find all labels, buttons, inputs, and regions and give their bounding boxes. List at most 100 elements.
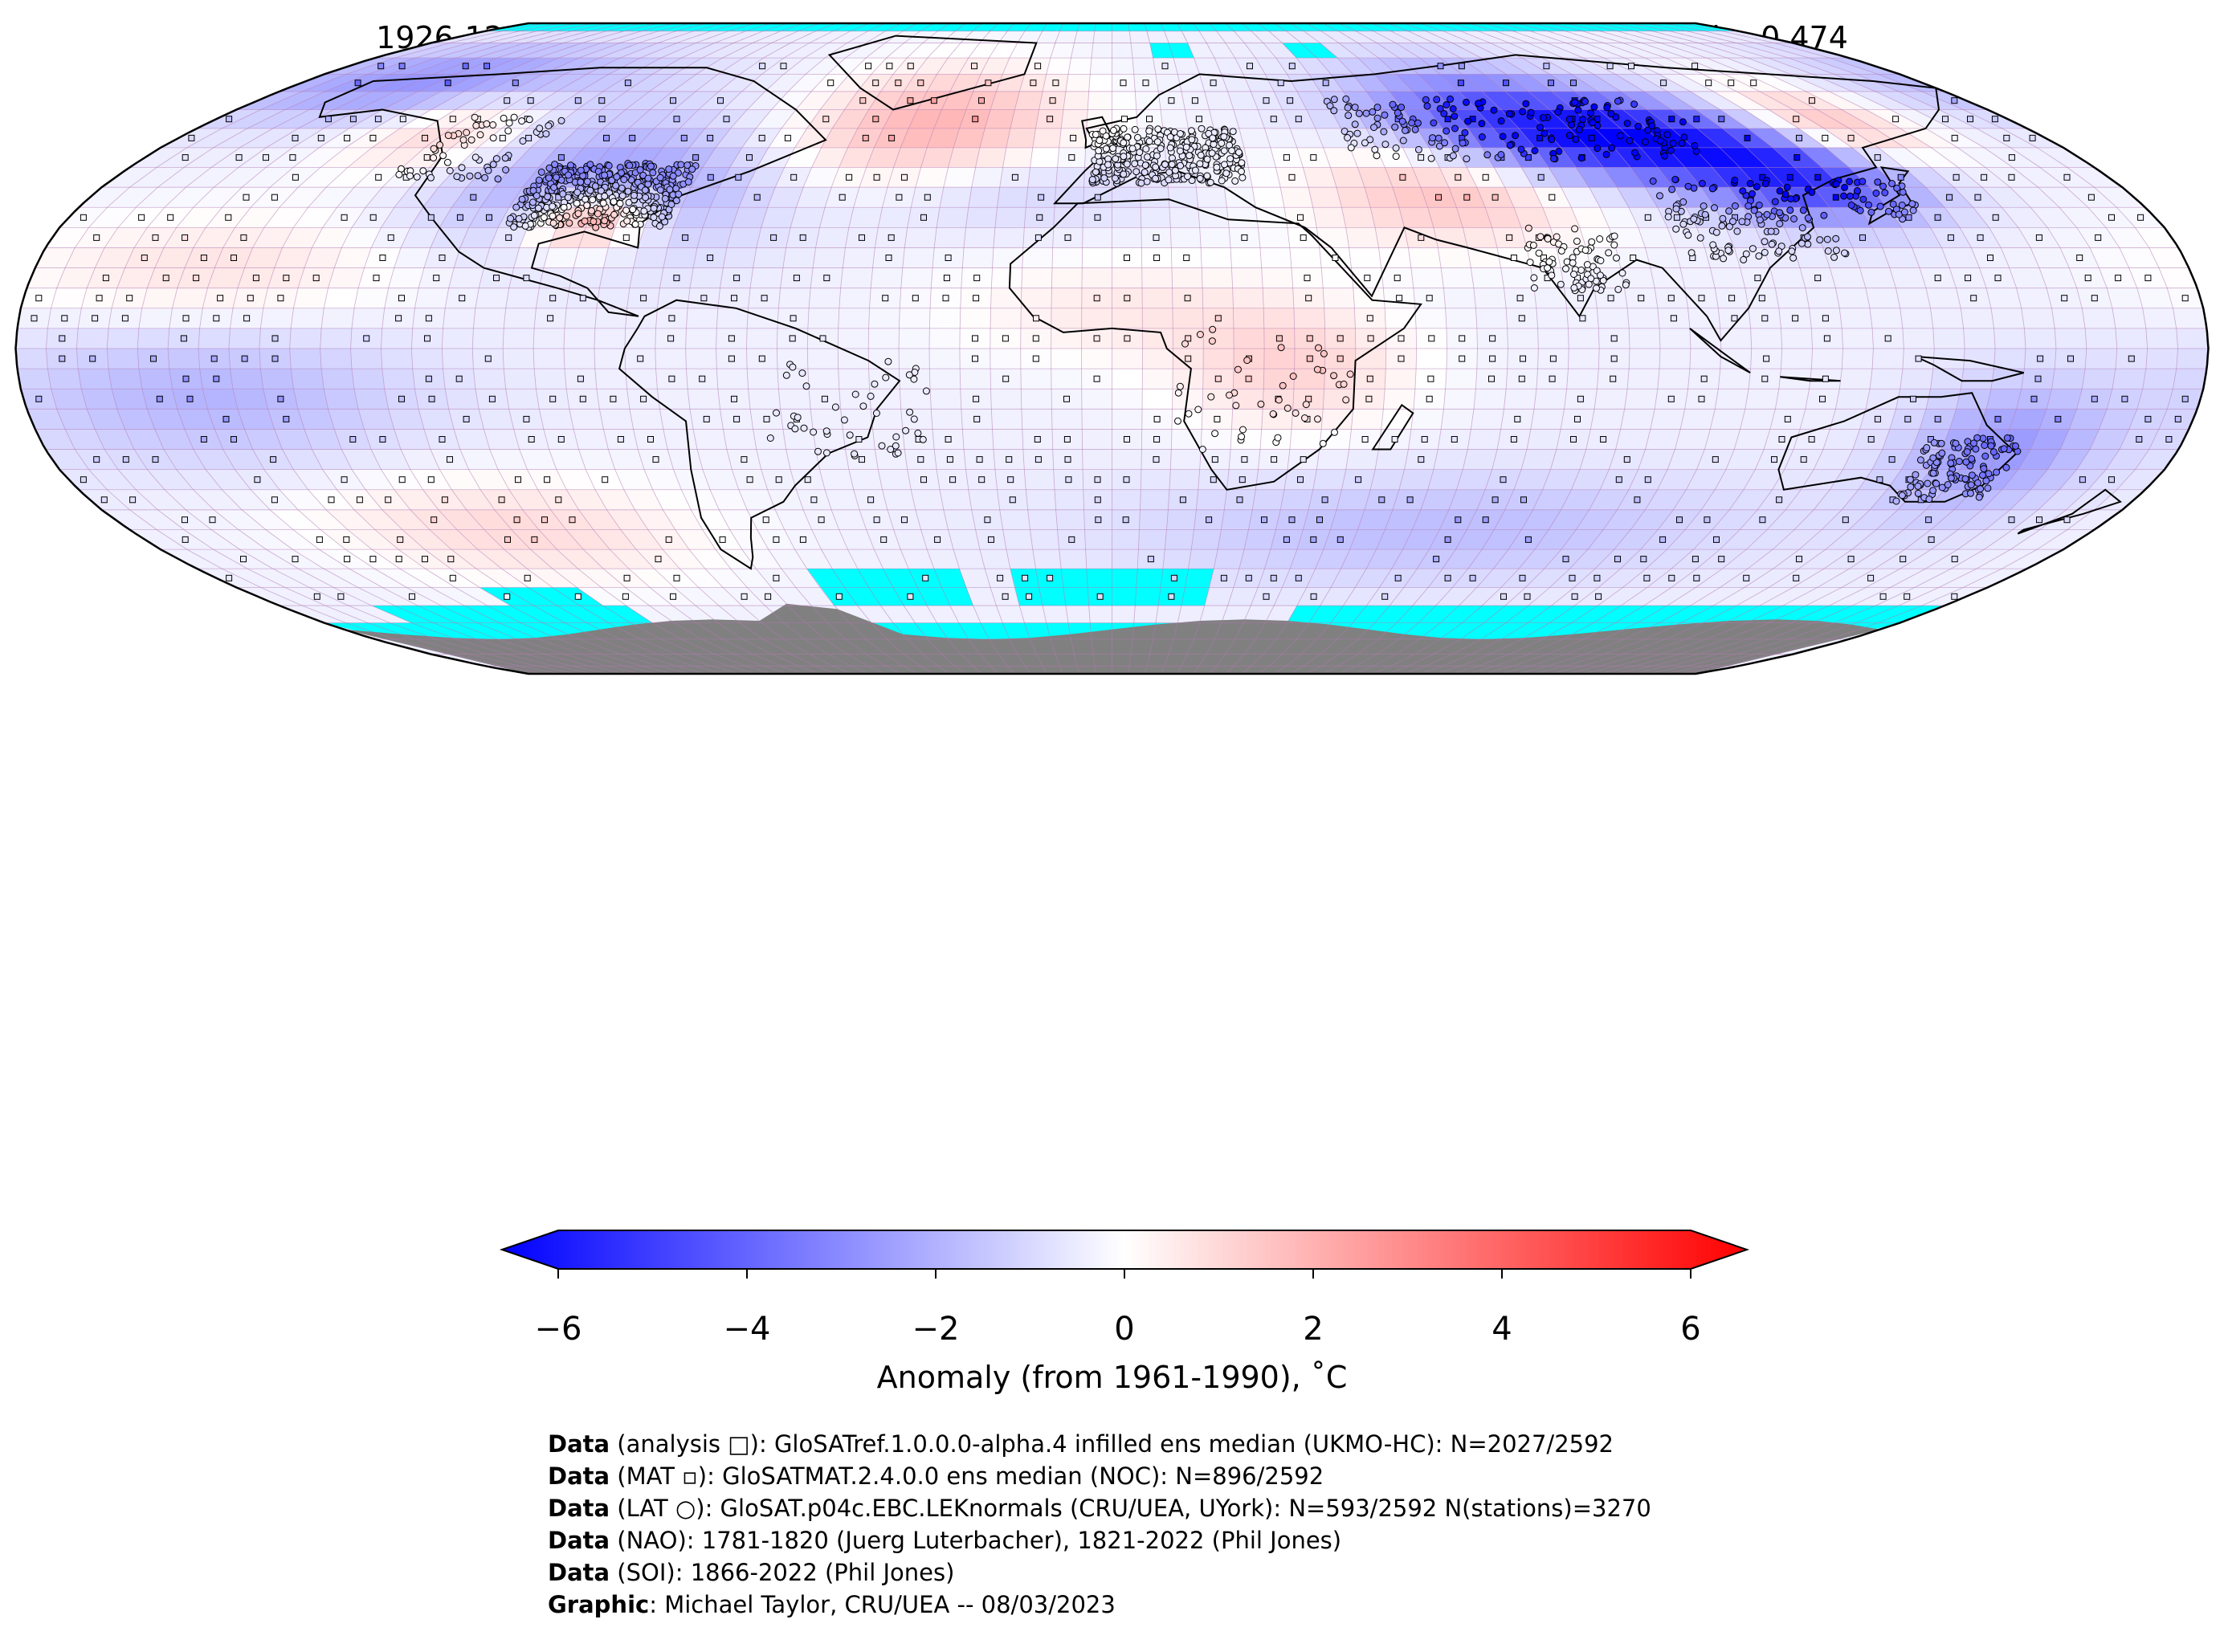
grid-cell — [1659, 328, 1691, 349]
grid-cell — [1081, 308, 1112, 328]
grid-cell — [1822, 247, 1860, 268]
grid-cell — [809, 288, 841, 308]
grid-cell — [1609, 227, 1646, 248]
credits: Data (analysis □): GloSATref.1.0.0.0-alp… — [548, 1428, 1651, 1621]
grid-cell — [1977, 549, 2038, 569]
grid-cell — [87, 409, 125, 430]
grid-cell — [1814, 489, 1859, 510]
grid-cell — [1021, 267, 1052, 288]
credit-label: Data — [548, 1430, 610, 1458]
grid-cell — [1263, 349, 1295, 369]
grid-cell — [2112, 369, 2146, 390]
meridian — [655, 23, 869, 674]
grid-cell — [2037, 147, 2095, 168]
grid-cell — [1897, 187, 1945, 208]
grid-cell — [459, 227, 499, 248]
grid-cell — [1882, 247, 1920, 268]
meridian — [471, 23, 772, 674]
grid-cell — [442, 349, 474, 369]
grid-cell — [1931, 529, 1985, 550]
grid-cell — [544, 31, 607, 43]
grid-cell — [1949, 409, 1987, 430]
grid-cell — [154, 247, 194, 268]
grid-cell — [625, 369, 658, 390]
grid-cell — [2094, 489, 2146, 510]
grid-cell — [56, 409, 96, 430]
grid-cell — [1727, 58, 1791, 75]
grid-cell — [2085, 328, 2117, 349]
grid-cell — [1239, 549, 1271, 569]
grid-cell — [1082, 429, 1112, 450]
grid-cell — [406, 91, 464, 110]
grid-cell — [1201, 247, 1232, 268]
grid-cell — [1620, 128, 1667, 148]
grid-cell — [827, 58, 867, 75]
grid-cell — [2090, 429, 2129, 450]
grid-cell — [825, 489, 859, 510]
grid-cell — [1017, 31, 1043, 43]
grid-cell — [1264, 549, 1297, 569]
grid-cell — [573, 247, 609, 268]
grid-cell — [1263, 308, 1295, 328]
grid-cell — [1746, 74, 1806, 92]
grid-cell — [222, 489, 271, 510]
grid-cell — [907, 43, 942, 59]
grid-cell — [866, 31, 904, 43]
grid-cell — [2021, 308, 2055, 328]
grid-cell — [1878, 529, 1931, 550]
grid-cell — [1645, 429, 1681, 450]
grid-cell — [1701, 489, 1744, 510]
grid-cell — [1760, 91, 1818, 110]
grid-cell — [1829, 587, 1891, 606]
grid-cell — [1528, 587, 1574, 606]
grid-cell — [2039, 267, 2077, 288]
grid-cell — [1055, 187, 1084, 208]
grid-cell — [1024, 469, 1055, 490]
grid-cell — [1353, 288, 1385, 308]
grid-cell — [1443, 389, 1476, 410]
grid-cell — [878, 207, 912, 228]
grid-cell — [2149, 247, 2189, 268]
sea-ice-cell — [1287, 606, 1760, 623]
grid-cell — [285, 91, 349, 110]
grid-cell — [2009, 267, 2047, 288]
grid-cell — [1255, 469, 1287, 490]
grid-cell — [933, 109, 966, 128]
grid-cell — [557, 74, 609, 92]
grid-cell — [1715, 469, 1756, 490]
grid-cell — [1408, 31, 1453, 43]
grid-cell — [108, 369, 142, 390]
grid-cell — [768, 549, 807, 569]
grid-cell — [931, 409, 963, 430]
meridian — [411, 23, 740, 674]
grid-cell — [1576, 167, 1618, 188]
grid-cell — [866, 147, 901, 168]
grid-cell — [949, 606, 981, 623]
grid-cell — [337, 187, 382, 208]
grid-cell — [1621, 91, 1671, 110]
grid-cell — [244, 429, 283, 450]
grid-cell — [117, 469, 165, 490]
grid-cell — [1019, 606, 1047, 623]
grid-cell — [1196, 489, 1227, 510]
grid-cell — [1482, 91, 1526, 110]
grid-cell — [236, 587, 303, 606]
grid-cell — [1252, 489, 1284, 510]
grid-cell — [293, 147, 346, 168]
grid-cell — [782, 429, 816, 450]
grid-cell — [1604, 43, 1666, 59]
grid-cell — [1287, 74, 1320, 92]
grid-cell — [394, 247, 431, 268]
grid-cell — [1441, 267, 1474, 288]
grid-cell — [1743, 469, 1785, 490]
sea-ice-cell — [1282, 43, 1338, 59]
grid-cell — [76, 328, 108, 349]
grid-cell — [673, 469, 711, 490]
grid-cell — [815, 227, 849, 248]
grid-cell — [948, 43, 980, 59]
grid-cell — [1900, 369, 1933, 390]
grid-cell — [1667, 587, 1720, 606]
grid-cell — [1720, 109, 1773, 128]
grid-cell — [599, 267, 634, 288]
grid-cell — [784, 43, 829, 59]
